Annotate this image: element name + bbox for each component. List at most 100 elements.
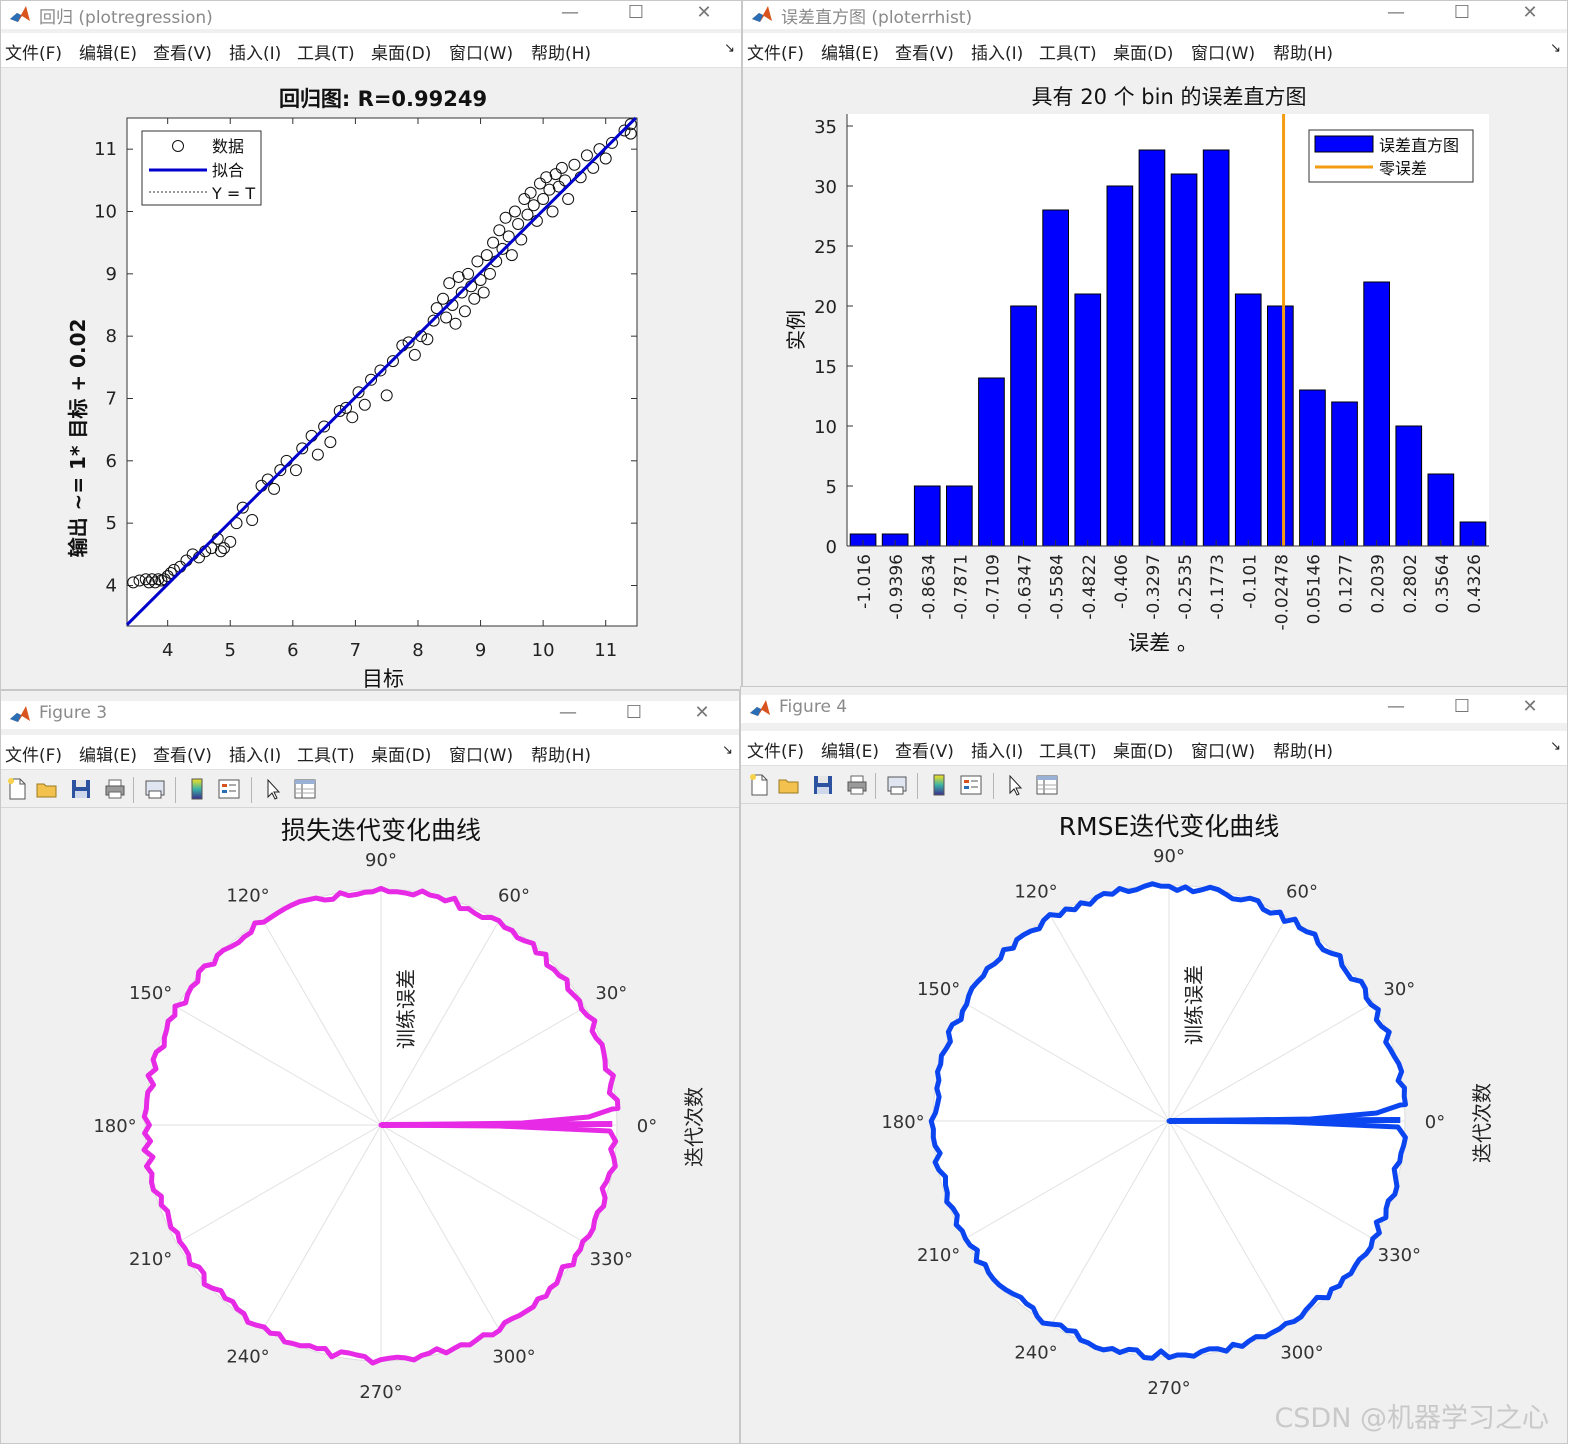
menu-file[interactable]: 文件(F) — [747, 44, 805, 64]
menu-view[interactable]: 查看(V) — [895, 742, 954, 762]
maximize-button[interactable]: ☐ — [627, 2, 645, 23]
close-button[interactable]: ✕ — [696, 2, 712, 23]
histogram-bar — [1010, 305, 1037, 547]
new-figure-icon[interactable] — [747, 773, 771, 797]
close-button[interactable]: ✕ — [1522, 696, 1538, 717]
menu-insert[interactable]: 插入(I) — [971, 742, 1024, 762]
menu-tools[interactable]: 工具(T) — [297, 44, 355, 64]
histogram-xlabel: 误差 。 — [1128, 631, 1198, 655]
open-file-icon[interactable] — [777, 773, 801, 797]
matlab-icon — [10, 706, 30, 722]
angle-label: 300° — [1280, 1342, 1323, 1363]
open-file-icon[interactable] — [35, 777, 59, 801]
colorbar-icon[interactable] — [927, 773, 951, 797]
maximize-button[interactable]: ☐ — [1453, 2, 1471, 23]
y-tick-label: 11 — [94, 139, 117, 160]
menu-tools[interactable]: 工具(T) — [1039, 44, 1097, 64]
property-inspector-icon[interactable] — [293, 777, 317, 801]
x-tick-label: -0.4822 — [1080, 554, 1100, 620]
save-icon[interactable] — [69, 777, 93, 801]
data-point — [158, 573, 171, 586]
minimize-button[interactable]: — — [561, 2, 579, 23]
menu-desktop[interactable]: 桌面(D) — [1113, 742, 1174, 762]
dock-arrow-icon[interactable]: ↘ — [724, 41, 735, 56]
dock-arrow-icon[interactable]: ↘ — [1550, 41, 1561, 56]
menu-help[interactable]: 帮助(H) — [1273, 44, 1334, 64]
menu-file[interactable]: 文件(F) — [5, 44, 63, 64]
maximize-button[interactable]: ☐ — [625, 702, 643, 723]
minimize-button[interactable]: — — [559, 702, 577, 723]
data-point — [480, 249, 493, 262]
menu-insert[interactable]: 插入(I) — [971, 44, 1024, 64]
menu-window[interactable]: 窗口(W) — [449, 746, 514, 766]
menu-help[interactable]: 帮助(H) — [531, 44, 592, 64]
angle-label: 240° — [1014, 1342, 1057, 1363]
data-point — [374, 364, 387, 377]
print-preview-icon[interactable] — [143, 777, 167, 801]
new-figure-icon[interactable] — [5, 777, 29, 801]
print-icon[interactable] — [845, 773, 869, 797]
minimize-button[interactable]: — — [1387, 2, 1405, 23]
polar-rmse-plot: RMSE迭代变化曲线 0° 30° 60° 90° 120° 150° 180° 210° 24… — [881, 812, 1494, 1399]
pointer-icon[interactable] — [261, 777, 285, 801]
menu-view[interactable]: 查看(V) — [153, 44, 212, 64]
menu-window[interactable]: 窗口(W) — [449, 44, 514, 64]
toolbar-separator — [133, 777, 134, 803]
minimize-button[interactable]: — — [1387, 696, 1405, 717]
histogram-bar — [1234, 293, 1262, 547]
x-tick-label: 7 — [350, 640, 361, 661]
print-icon[interactable] — [103, 777, 127, 801]
x-tick-label: 0.05146 — [1304, 554, 1324, 624]
menu-view[interactable]: 查看(V) — [895, 44, 954, 64]
menu-help[interactable]: 帮助(H) — [1273, 742, 1334, 762]
colorbar-icon[interactable] — [185, 777, 209, 801]
x-tick-label: -0.7109 — [983, 554, 1003, 620]
data-point — [127, 576, 140, 589]
close-button[interactable]: ✕ — [1522, 2, 1538, 23]
close-button[interactable]: ✕ — [694, 702, 710, 723]
menu-window[interactable]: 窗口(W) — [1191, 742, 1256, 762]
y-tick-label: 5 — [106, 513, 117, 534]
data-point — [139, 573, 152, 586]
data-point — [599, 152, 612, 165]
print-preview-icon[interactable] — [885, 773, 909, 797]
menu-window[interactable]: 窗口(W) — [1191, 44, 1256, 64]
histogram-title: 具有 20 个 bin 的误差直方图 — [1032, 85, 1307, 109]
data-point — [543, 183, 556, 196]
menu-edit[interactable]: 编辑(E) — [821, 44, 880, 64]
data-point — [477, 286, 490, 299]
menu-desktop[interactable]: 桌面(D) — [371, 44, 432, 64]
menu-tools[interactable]: 工具(T) — [297, 746, 355, 766]
dock-arrow-icon[interactable]: ↘ — [1550, 739, 1561, 754]
dock-arrow-icon[interactable]: ↘ — [722, 743, 733, 758]
menu-desktop[interactable]: 桌面(D) — [1113, 44, 1174, 64]
angle-label: 150° — [129, 983, 172, 1004]
window-title: 误差直方图 (ploterrhist) — [781, 8, 973, 28]
menu-bar: 文件(F) 编辑(E) 查看(V) 插入(I) 工具(T) 桌面(D) 窗口(W… — [1, 33, 741, 68]
data-point — [502, 230, 515, 243]
histogram-bar — [1331, 401, 1358, 547]
menu-view[interactable]: 查看(V) — [153, 746, 212, 766]
menu-file[interactable]: 文件(F) — [5, 746, 63, 766]
menu-insert[interactable]: 插入(I) — [229, 44, 282, 64]
menu-edit[interactable]: 编辑(E) — [79, 44, 138, 64]
menu-insert[interactable]: 插入(I) — [229, 746, 282, 766]
legend-icon[interactable] — [217, 777, 241, 801]
save-icon[interactable] — [811, 773, 835, 797]
pointer-icon[interactable] — [1003, 773, 1027, 797]
menu-desktop[interactable]: 桌面(D) — [371, 746, 432, 766]
angle-label: 300° — [492, 1346, 535, 1367]
angle-label: 0° — [1425, 1112, 1445, 1133]
data-point — [421, 333, 434, 346]
menu-help[interactable]: 帮助(H) — [531, 746, 592, 766]
title-bar: 回归 (plotregression) — ☐ ✕ — [1, 1, 741, 29]
polar-spoke — [1050, 1120, 1170, 1326]
menu-file[interactable]: 文件(F) — [747, 742, 805, 762]
menu-edit[interactable]: 编辑(E) — [821, 742, 880, 762]
maximize-button[interactable]: ☐ — [1453, 696, 1471, 717]
legend-icon[interactable] — [959, 773, 983, 797]
title-bar: Figure 3 — ☐ ✕ — [1, 701, 739, 729]
menu-tools[interactable]: 工具(T) — [1039, 742, 1097, 762]
menu-edit[interactable]: 编辑(E) — [79, 746, 138, 766]
property-inspector-icon[interactable] — [1035, 773, 1059, 797]
